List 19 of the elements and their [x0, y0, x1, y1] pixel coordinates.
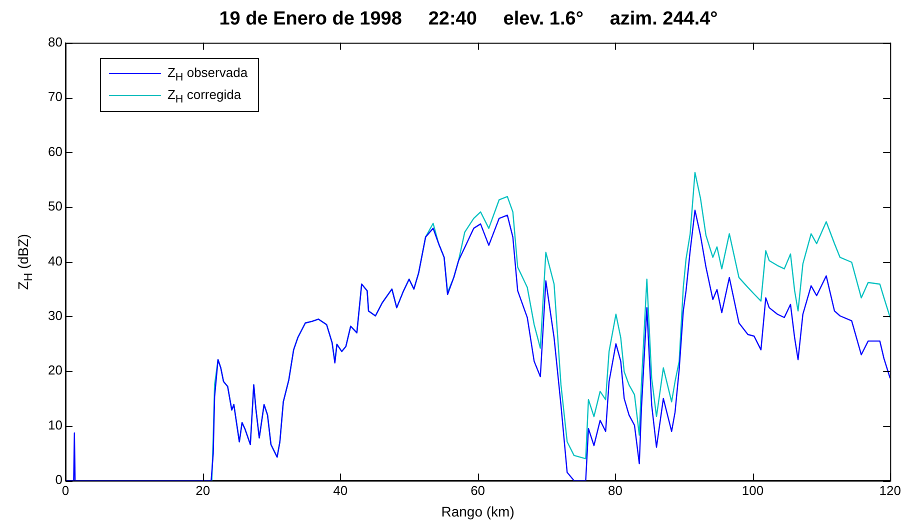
- x-tick-label: 80: [608, 482, 622, 498]
- y-tick-label: 60: [48, 144, 62, 159]
- y-tick-label: 70: [48, 89, 62, 104]
- x-tick-label: 120: [879, 482, 902, 498]
- x-tick-label: 40: [333, 482, 348, 498]
- y-tick-label: 0: [55, 472, 62, 488]
- y-tick-label: 10: [48, 417, 62, 432]
- y-tick-label: 50: [48, 198, 62, 214]
- x-tick-label: 100: [742, 482, 764, 498]
- x-axis-title: Rango (km): [441, 503, 514, 520]
- y-tick-label: 40: [48, 253, 62, 268]
- y-tick-label: 20: [48, 362, 62, 378]
- x-tick-label: 20: [196, 482, 210, 498]
- legend-label: Z$_{H}$ corregida: [167, 86, 242, 106]
- chart-title: 19 de Enero de 1998 22:40 elev. 1.6° azim. 244.4°: [219, 8, 718, 30]
- legend-label: Z$_{H}$ observada: [167, 64, 248, 84]
- y-tick-label: 80: [48, 34, 62, 50]
- y-tick-label: 30: [48, 308, 62, 324]
- x-tick-label: 60: [470, 482, 486, 498]
